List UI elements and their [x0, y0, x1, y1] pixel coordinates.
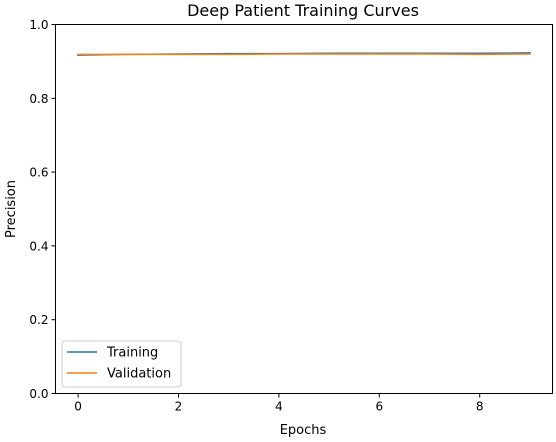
y-axis-ticks: 0.0 0.2 0.4 0.6 0.8 1.0 [29, 18, 56, 401]
y-tick-label: 0.2 [29, 313, 48, 327]
y-tick-label: 0.4 [29, 239, 48, 253]
x-axis-label: Epochs [280, 423, 327, 438]
x-axis-ticks: 0 2 4 6 8 [74, 393, 484, 414]
data-point-validation [378, 53, 381, 55]
x-tick-label: 8 [476, 400, 484, 414]
y-tick-label: 0.8 [29, 92, 48, 106]
data-point-validation [529, 53, 531, 55]
legend-label-training: Training [106, 346, 158, 361]
y-tick-label: 0.6 [29, 166, 48, 180]
y-tick-label: 1.0 [29, 18, 48, 32]
data-point-validation [177, 53, 180, 56]
data-point-validation [77, 53, 79, 56]
series-layer [77, 52, 531, 56]
data-point-validation [278, 53, 280, 55]
y-axis-label: Precision [4, 180, 19, 238]
plot-frame [55, 24, 553, 394]
x-tick-label: 2 [175, 400, 183, 414]
legend: Training Validation [61, 340, 182, 388]
data-point-validation [328, 53, 330, 55]
x-tick-label: 4 [275, 400, 283, 414]
x-tick-label: 0 [74, 400, 82, 414]
data-point-validation [428, 53, 431, 55]
data-point-validation [127, 53, 130, 56]
y-tick-label: 0.0 [29, 387, 48, 401]
x-tick-label: 6 [375, 400, 383, 414]
legend-label-validation: Validation [107, 367, 171, 382]
chart-title: Deep Patient Training Curves [187, 1, 419, 20]
data-point-validation [478, 53, 481, 56]
data-point-validation [227, 53, 230, 56]
